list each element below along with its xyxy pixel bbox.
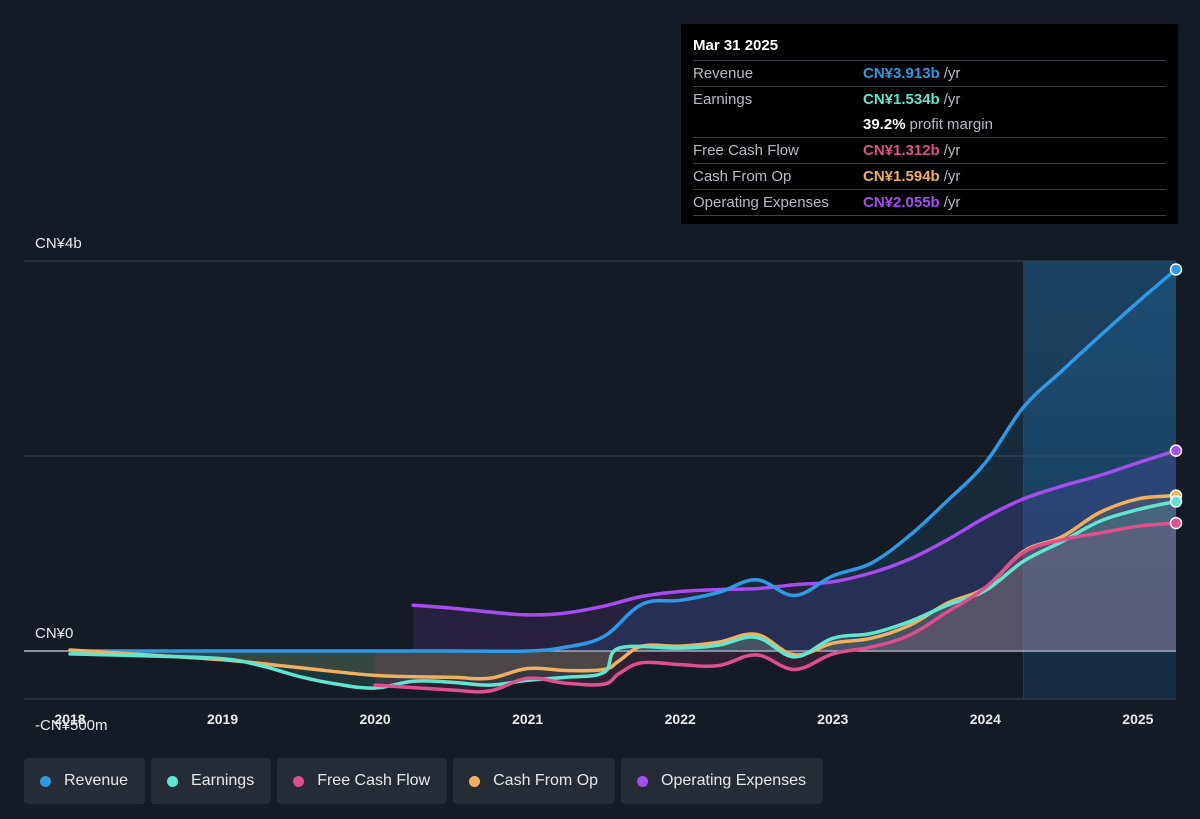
- x-tick-label: 2019: [207, 711, 238, 727]
- tooltip-row: Operating Expenses CN¥2.055b/yr: [693, 189, 1166, 216]
- tooltip-row-label: Free Cash Flow: [693, 142, 799, 159]
- tooltip-row-value: CN¥1.534b: [863, 91, 940, 108]
- tooltip-row-unit: profit margin: [909, 116, 993, 133]
- operating-expenses-area: [413, 450, 1176, 651]
- x-tick-label: 2020: [360, 711, 391, 727]
- legend-item-revenue[interactable]: Revenue: [24, 758, 146, 804]
- tooltip-row-label: Operating Expenses: [693, 194, 829, 211]
- tooltip-row: 39.2% profit margin: [693, 112, 1166, 137]
- x-tick-label: 2025: [1122, 711, 1153, 727]
- x-tick-label: 2022: [665, 711, 696, 727]
- y-tick-label: CN¥0: [35, 625, 73, 642]
- legend-label: Free Cash Flow: [317, 772, 431, 789]
- tooltip-row-label: Earnings: [693, 91, 753, 108]
- legend: Revenue Earnings Free Cash Flow Cash From O…: [24, 758, 824, 804]
- operating-expenses-line: [411, 448, 1178, 617]
- legend-item-free-cash-flow[interactable]: Free Cash Flow: [277, 758, 448, 804]
- revenue-endpoint[interactable]: [1169, 263, 1183, 276]
- tooltip-row: Earnings CN¥1.534b/yr: [693, 86, 1166, 112]
- tooltip-row-unit: /yr: [943, 168, 961, 185]
- legend-dot-icon: [40, 775, 51, 787]
- tooltip-row-unit: /yr: [943, 65, 961, 82]
- free-cash-flow-endpoint[interactable]: [1169, 516, 1183, 530]
- legend-dot-icon: [469, 775, 481, 787]
- tooltip-row-value: 39.2%: [863, 116, 906, 133]
- legend-item-cash-from-op[interactable]: Cash From Op: [453, 758, 616, 804]
- legend-label: Earnings: [191, 772, 255, 789]
- legend-dot-icon: [293, 775, 305, 787]
- legend-label: Revenue: [64, 772, 129, 789]
- revenue-line: [68, 267, 1178, 654]
- tooltip-date: Mar 31 2025: [693, 37, 779, 54]
- revenue-area: [70, 269, 1176, 652]
- y-tick-label: CN¥4b: [35, 235, 82, 252]
- tooltip-row-unit: /yr: [943, 142, 961, 159]
- x-tick-label: 2024: [970, 711, 1001, 727]
- tooltip-row-unit: /yr: [943, 194, 961, 211]
- operating-expenses-endpoint[interactable]: [1169, 444, 1183, 457]
- earnings-area: [70, 501, 1176, 689]
- legend-item-operating-expenses[interactable]: Operating Expenses: [621, 758, 824, 804]
- cash-from-op-area: [70, 495, 1176, 679]
- tooltip-row: Revenue CN¥3.913b/yr: [693, 60, 1166, 86]
- tooltip-row-value: CN¥2.055b: [863, 194, 940, 211]
- earnings-line: [68, 499, 1178, 690]
- legend-dot-icon: [637, 775, 649, 787]
- x-tick-label: 2021: [512, 711, 543, 727]
- tooltip-row-value: CN¥1.594b: [863, 168, 940, 185]
- tooltip-row-value: CN¥3.913b: [863, 65, 940, 82]
- legend-label: Operating Expenses: [661, 772, 807, 789]
- free-cash-flow-line: [373, 521, 1178, 694]
- tooltip-row-value: CN¥1.312b: [863, 142, 940, 159]
- tooltip-row-unit: /yr: [943, 91, 961, 108]
- tooltip-panel: Mar 31 2025 Revenue CN¥3.913b/yr Earnings C…: [681, 24, 1178, 224]
- tooltip-row-label: Cash From Op: [693, 168, 792, 185]
- tooltip-row-label: Revenue: [693, 65, 754, 82]
- tooltip-row: Cash From Op CN¥1.594b/yr: [693, 163, 1166, 189]
- y-tick-label: -CN¥500m: [35, 717, 108, 734]
- x-tick-label: 2018: [54, 711, 85, 727]
- legend-item-earnings[interactable]: Earnings: [151, 758, 272, 804]
- free-cash-flow-area: [375, 523, 1177, 692]
- legend-dot-icon: [167, 775, 179, 787]
- x-tick-label: 2023: [817, 711, 848, 727]
- legend-label: Cash From Op: [493, 772, 599, 789]
- earnings-endpoint[interactable]: [1169, 495, 1183, 508]
- tooltip-row: Free Cash Flow CN¥1.312b/yr: [693, 137, 1166, 163]
